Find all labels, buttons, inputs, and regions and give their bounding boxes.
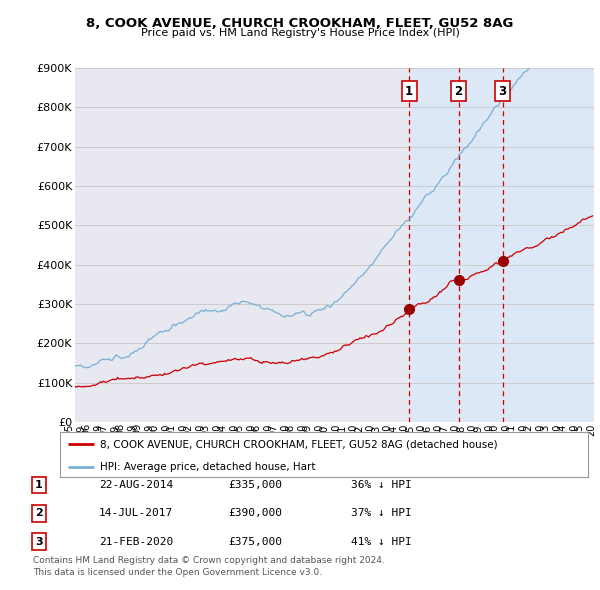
Text: 3: 3 [35,537,43,546]
Text: 22-AUG-2014: 22-AUG-2014 [99,480,173,490]
Text: 21-FEB-2020: 21-FEB-2020 [99,537,173,546]
Text: 3: 3 [499,85,506,98]
Text: 8, COOK AVENUE, CHURCH CROOKHAM, FLEET, GU52 8AG: 8, COOK AVENUE, CHURCH CROOKHAM, FLEET, … [86,17,514,30]
Text: Contains HM Land Registry data © Crown copyright and database right 2024.: Contains HM Land Registry data © Crown c… [33,556,385,565]
Text: £390,000: £390,000 [228,509,282,518]
Text: HPI: Average price, detached house, Hart: HPI: Average price, detached house, Hart [100,462,315,472]
Text: 41% ↓ HPI: 41% ↓ HPI [351,537,412,546]
Text: 2: 2 [35,509,43,518]
Text: 8, COOK AVENUE, CHURCH CROOKHAM, FLEET, GU52 8AG (detached house): 8, COOK AVENUE, CHURCH CROOKHAM, FLEET, … [100,440,497,450]
Text: 1: 1 [405,85,413,98]
Text: £375,000: £375,000 [228,537,282,546]
Text: 37% ↓ HPI: 37% ↓ HPI [351,509,412,518]
Text: 36% ↓ HPI: 36% ↓ HPI [351,480,412,490]
Text: This data is licensed under the Open Government Licence v3.0.: This data is licensed under the Open Gov… [33,568,322,577]
Text: 14-JUL-2017: 14-JUL-2017 [99,509,173,518]
Bar [409,68,594,422]
Text: 2: 2 [454,85,463,98]
Text: £335,000: £335,000 [228,480,282,490]
Text: Price paid vs. HM Land Registry's House Price Index (HPI): Price paid vs. HM Land Registry's House … [140,28,460,38]
Text: 1: 1 [35,480,43,490]
